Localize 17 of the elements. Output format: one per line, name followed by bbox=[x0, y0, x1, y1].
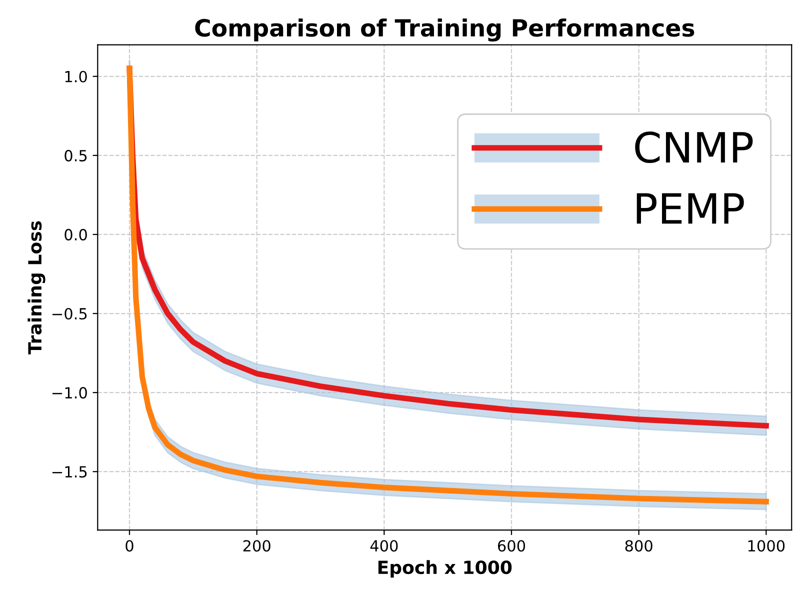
x-tick-label: 400 bbox=[370, 540, 398, 552]
y-tick-label: −1.0 bbox=[52, 387, 87, 399]
x-tick-label: 800 bbox=[625, 540, 652, 552]
legend-label: CNMP bbox=[635, 132, 753, 164]
y-tick-label: −1.5 bbox=[52, 466, 87, 478]
x-tick-label: 600 bbox=[498, 540, 526, 552]
y-tick-label: −0.5 bbox=[52, 308, 87, 320]
y-axis-title: Training Loss bbox=[28, 221, 46, 354]
y-tick-label: 0.5 bbox=[64, 150, 87, 162]
x-tick-label: 0 bbox=[126, 540, 134, 552]
chart-title: Comparison of Training Performances bbox=[195, 18, 694, 42]
y-tick-label: 0.0 bbox=[64, 228, 87, 240]
legend-label: PEMP bbox=[636, 193, 744, 224]
x-tick-label: 200 bbox=[243, 540, 270, 552]
y-tick-label: 1.0 bbox=[65, 70, 87, 82]
x-tick-label: 1000 bbox=[748, 540, 785, 552]
x-axis-title: Epoch x 1000 bbox=[378, 560, 512, 578]
